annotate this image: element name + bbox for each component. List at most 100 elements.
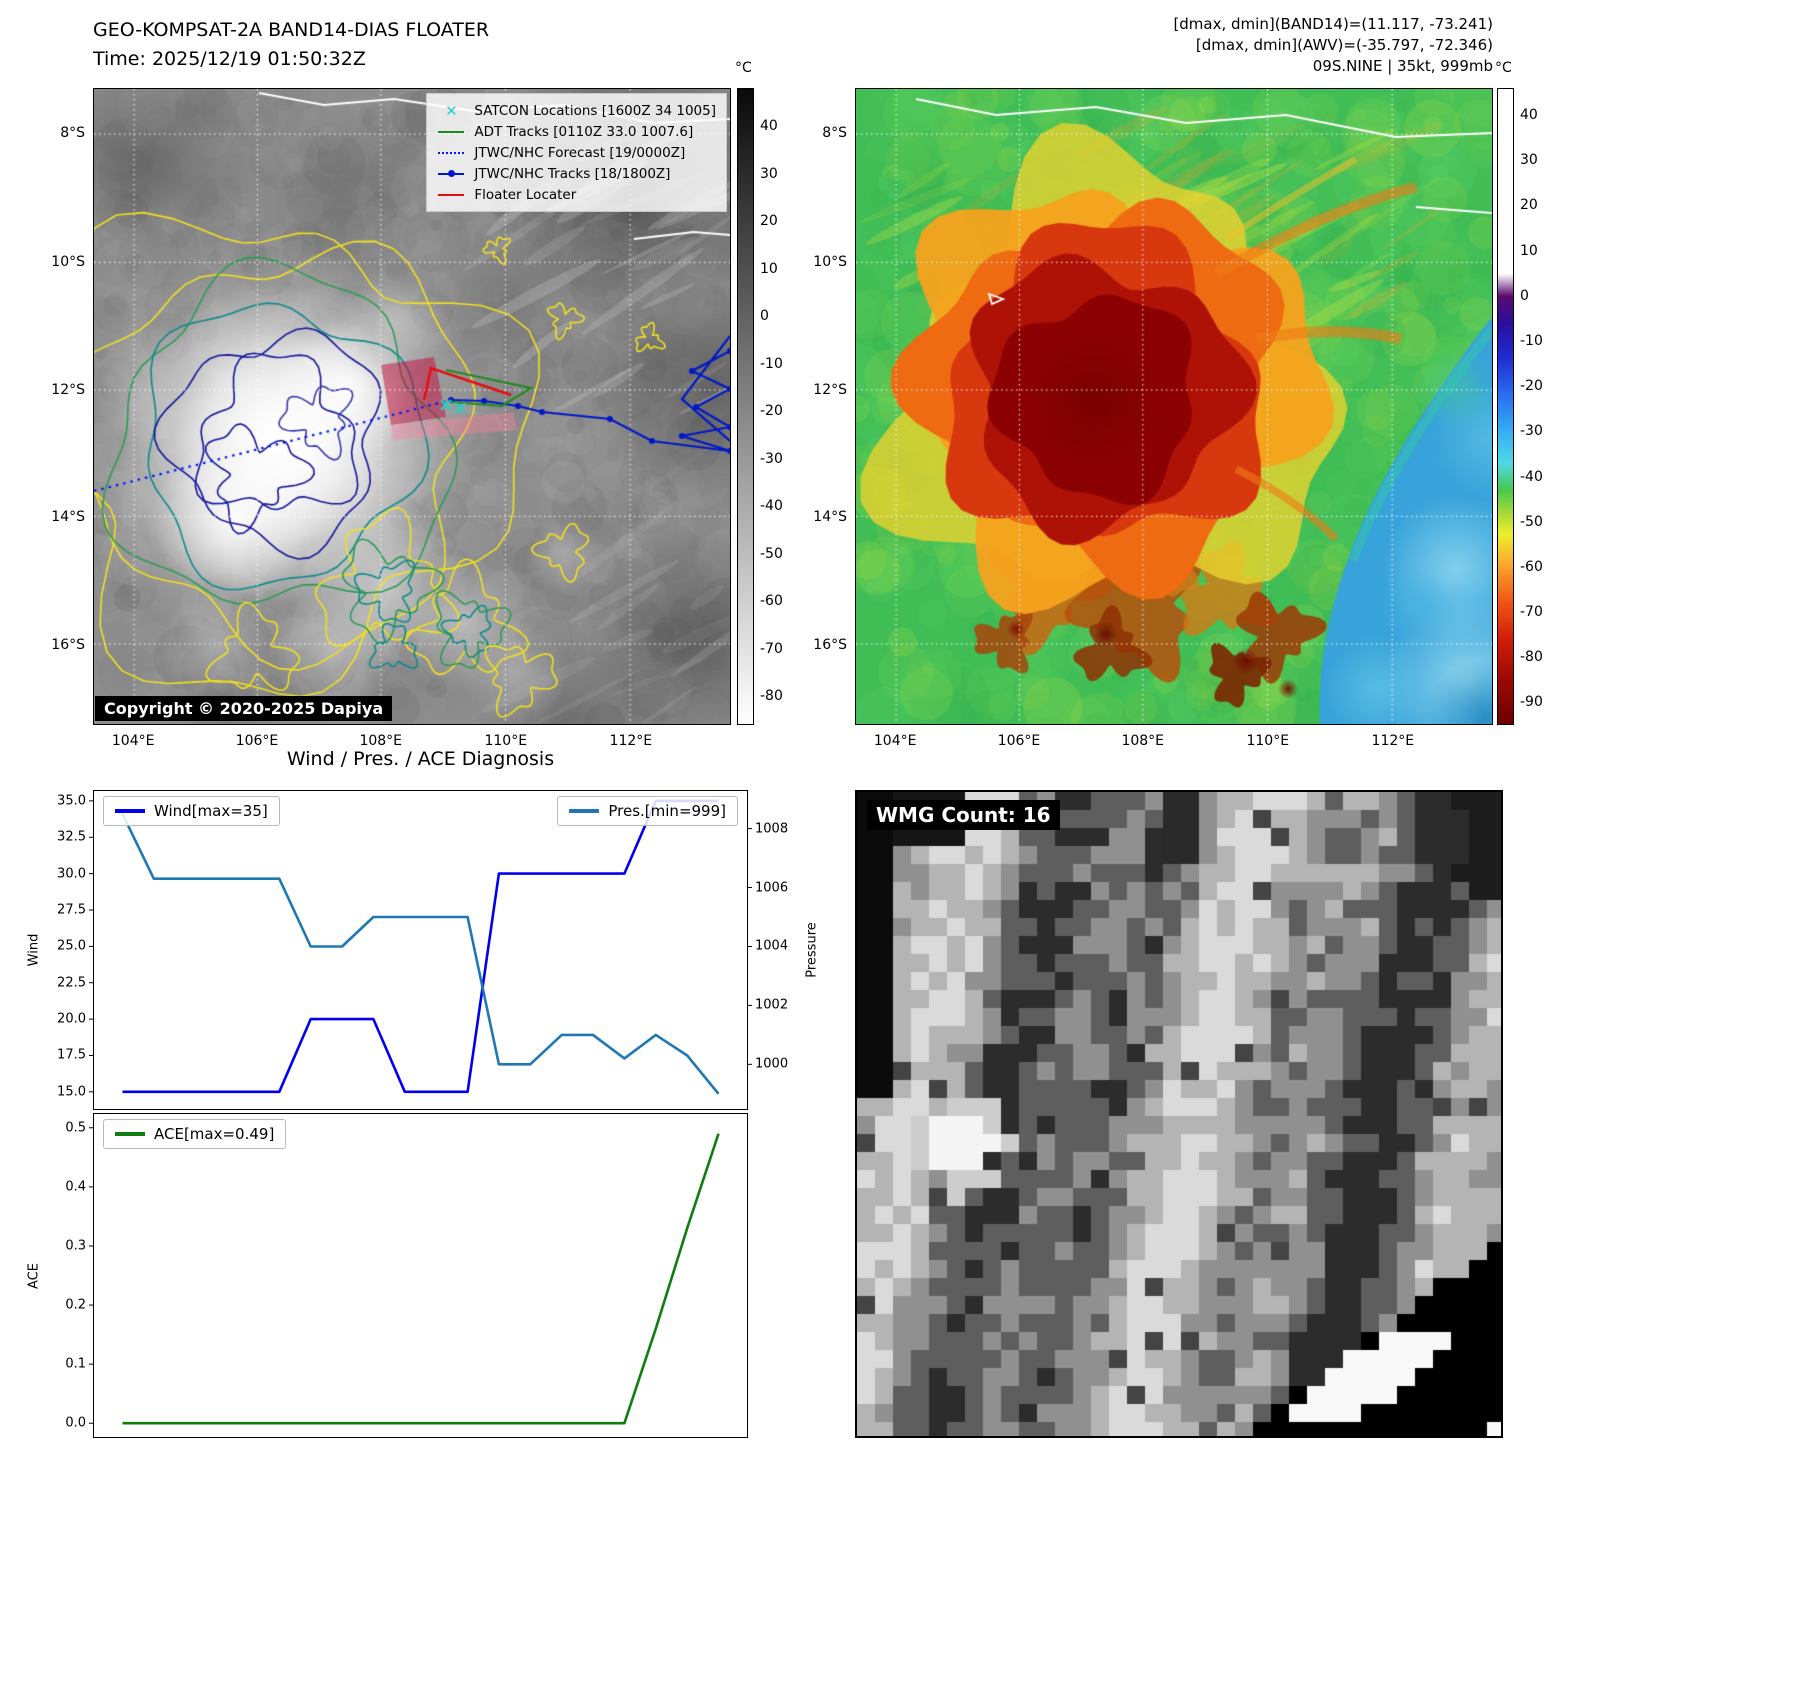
ace-line-icon <box>115 1132 145 1136</box>
band14-title-block: GEO-KOMPSAT-2A BAND14-DIAS FLOATER Time:… <box>93 16 489 73</box>
tick-label: 20.0 <box>57 1011 86 1027</box>
tick-label: -80 <box>1520 649 1543 666</box>
tick-label: 0.4 <box>65 1179 86 1195</box>
awv-header-line2: [dmax, dmin](AWV)=(-35.797, -72.346) <box>1195 36 1493 54</box>
band14-legend: ✕ SATCON Locations [1600Z 34 1005] ADT T… <box>426 93 727 212</box>
tick-label: -10 <box>760 355 783 372</box>
tick-label: 112°E <box>609 733 653 749</box>
tick-label: 14°S <box>51 508 85 525</box>
wmg-panel: WMG Count: 16 <box>855 790 1503 1438</box>
tick-label: -20 <box>1520 378 1543 395</box>
tick-label: 10°S <box>51 253 85 270</box>
tick-label: 10 <box>760 260 778 277</box>
diagnosis-title: Wind / Pres. / ACE Diagnosis <box>286 748 555 770</box>
wind-pressure-chart: Wind[max=35] Pres.[min=999] <box>89 790 752 1110</box>
tick-label: 8°S <box>822 125 847 142</box>
tick-label: -80 <box>760 688 783 705</box>
forecast-dotted-line-icon <box>437 151 465 154</box>
tick-label: 1000 <box>755 1056 789 1072</box>
ace-chart: ACE[max=0.49] <box>89 1113 748 1438</box>
tick-label: 14°S <box>813 508 847 525</box>
tick-label: 16°S <box>51 636 85 653</box>
tick-label: 108°E <box>1121 733 1165 749</box>
tick-label: 104°E <box>873 733 917 749</box>
tick-label: 110°E <box>1246 733 1290 749</box>
tick-label: -40 <box>760 498 783 515</box>
tick-label: -50 <box>1520 513 1543 530</box>
band14-colorbar <box>737 88 754 725</box>
tick-label: -30 <box>760 450 783 467</box>
tick-label: 12°S <box>51 381 85 398</box>
tick-label: -10 <box>1520 332 1543 349</box>
tick-label: 27.5 <box>57 902 86 918</box>
tick-label: 10°S <box>813 253 847 270</box>
wmg-pixel-image <box>857 792 1501 1436</box>
tick-label: 0.1 <box>65 1356 86 1372</box>
tick-label: 0.3 <box>65 1238 86 1254</box>
tick-label: 106°E <box>235 733 279 749</box>
chart1-plot <box>89 790 752 1110</box>
tick-label: 32.5 <box>57 829 86 845</box>
copyright-label: Copyright © 2020-2025 Dapiya <box>95 696 393 721</box>
tick-label: 17.5 <box>57 1047 86 1063</box>
awv-header: [dmax, dmin](BAND14)=(11.117, -73.241) [… <box>1173 14 1493 77</box>
legend-item-satcon: ✕ SATCON Locations [1600Z 34 1005] <box>437 100 716 121</box>
tick-label: 110°E <box>484 733 528 749</box>
tick-label: 1006 <box>755 880 789 896</box>
tick-label: -60 <box>1520 558 1543 575</box>
legend-item-floater: Floater Locater <box>437 184 716 205</box>
satcon-x-icon: ✕ <box>445 101 458 120</box>
tick-label: 1004 <box>755 938 789 954</box>
chart2-plot <box>89 1113 748 1438</box>
tick-label: -20 <box>760 403 783 420</box>
legend-label: JTWC/NHC Forecast [19/0000Z] <box>474 144 686 161</box>
adt-line-icon <box>437 130 465 133</box>
legend-item-forecast: JTWC/NHC Forecast [19/0000Z] <box>437 142 716 163</box>
tick-label: 10 <box>1520 242 1538 259</box>
tick-label: -50 <box>760 545 783 562</box>
pressure-line-icon <box>569 809 600 813</box>
tick-label: 108°E <box>359 733 403 749</box>
band14-time: Time: 2025/12/19 01:50:32Z <box>93 47 366 70</box>
awv-map-panel <box>855 88 1493 725</box>
legend-label: SATCON Locations [1600Z 34 1005] <box>474 102 716 119</box>
tick-label: 20 <box>760 213 778 230</box>
tick-label: 0 <box>1520 287 1529 304</box>
tick-label: 0.2 <box>65 1297 86 1313</box>
tick-label: 30 <box>1520 152 1538 169</box>
tick-label: 20 <box>1520 197 1538 214</box>
tick-label: 12°S <box>813 381 847 398</box>
floater-line-icon <box>437 193 465 196</box>
tick-label: -60 <box>760 593 783 610</box>
wind-line-icon <box>115 809 145 813</box>
wmg-count-badge: WMG Count: 16 <box>867 800 1060 830</box>
ace-axis-label: ACE <box>26 1263 42 1289</box>
legend-label: JTWC/NHC Tracks [18/1800Z] <box>474 165 671 182</box>
legend-item-adt: ADT Tracks [0110Z 33.0 1007.6] <box>437 121 716 142</box>
tick-label: 22.5 <box>57 975 86 991</box>
tick-label: 106°E <box>997 733 1041 749</box>
tick-label: -30 <box>1520 423 1543 440</box>
tick-label: 0.0 <box>65 1415 86 1431</box>
legend-label: ADT Tracks [0110Z 33.0 1007.6] <box>474 123 694 140</box>
wind-axis-label: Wind <box>26 933 42 967</box>
tick-label: -70 <box>760 640 783 657</box>
wind-legend-label: Wind[max=35] <box>154 802 268 820</box>
tick-label: 40 <box>760 118 778 135</box>
tick-label: -90 <box>1520 694 1543 711</box>
legend-label: Floater Locater <box>474 186 577 203</box>
tick-label: 16°S <box>813 636 847 653</box>
pressure-axis-label: Pressure <box>804 922 820 978</box>
awv-header-line3: 09S.NINE | 35kt, 999mb <box>1312 57 1493 75</box>
tick-label: 1008 <box>755 821 789 837</box>
tick-label: 112°E <box>1371 733 1415 749</box>
pressure-legend: Pres.[min=999] <box>557 796 738 826</box>
band14-title: GEO-KOMPSAT-2A BAND14-DIAS FLOATER <box>93 19 490 41</box>
pressure-legend-label: Pres.[min=999] <box>608 802 726 820</box>
awv-header-line1: [dmax, dmin](BAND14)=(11.117, -73.241) <box>1173 15 1493 33</box>
tick-label: 30.0 <box>57 866 86 882</box>
ace-legend-label: ACE[max=0.49] <box>154 1125 275 1143</box>
awv-satellite-image <box>856 89 1492 724</box>
tick-label: -70 <box>1520 604 1543 621</box>
